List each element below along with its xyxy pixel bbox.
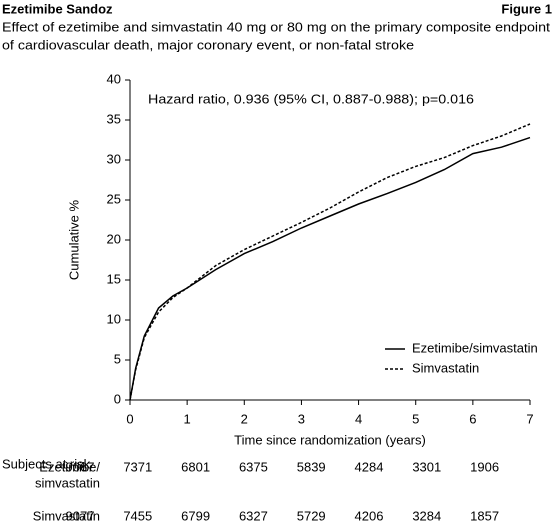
- risk-value: 9067: [66, 459, 95, 474]
- x-tick-label: 4: [355, 411, 362, 426]
- page-title: Ezetimibe Sandoz: [2, 1, 113, 16]
- x-axis-label: Time since randomization (years): [234, 432, 426, 447]
- y-tick-label: 20: [107, 231, 121, 246]
- x-tick-label: 5: [412, 411, 419, 426]
- y-tick-label: 35: [107, 111, 121, 126]
- annotation: Hazard ratio, 0.936 (95% CI, 0.887-0.988…: [148, 91, 474, 106]
- y-tick-label: 30: [107, 151, 121, 166]
- x-tick-label: 0: [126, 411, 133, 426]
- risk-table-title: Subjects at risk: [2, 456, 91, 471]
- y-tick-label: 0: [114, 391, 121, 406]
- x-tick-label: 2: [241, 411, 248, 426]
- risk-row-label: simvastatin: [35, 475, 100, 490]
- legend-label: Ezetimibe/simvastatin: [412, 340, 538, 355]
- y-tick-label: 10: [107, 311, 121, 326]
- y-tick-label: 5: [114, 351, 121, 366]
- y-axis-label: Cumulative %: [66, 199, 81, 280]
- series-line: [129, 136, 531, 401]
- legend-label: Simvastatin: [412, 360, 479, 375]
- risk-value: 4206: [355, 508, 384, 523]
- risk-value: 4284: [355, 459, 384, 474]
- risk-row-label: Ezetimibe/: [39, 459, 100, 474]
- risk-value: 3284: [412, 508, 441, 523]
- risk-value: 9077: [66, 508, 95, 523]
- risk-value: 7455: [123, 508, 152, 523]
- figure-label: Figure 1: [501, 1, 552, 16]
- subtitle: Effect of ezetimibe and simvastatin 40 m…: [2, 19, 550, 34]
- risk-value: 1857: [470, 508, 499, 523]
- risk-value: 1906: [470, 459, 499, 474]
- x-tick-label: 3: [298, 411, 305, 426]
- risk-value: 5839: [297, 459, 326, 474]
- y-tick-label: 15: [107, 271, 121, 286]
- subtitle: of cardiovascular death, major coronary …: [2, 37, 414, 52]
- risk-value: 6375: [239, 459, 268, 474]
- risk-row-label: Simvastatin: [33, 508, 100, 523]
- risk-value: 7371: [123, 459, 152, 474]
- risk-value: 5729: [297, 508, 326, 523]
- x-tick-label: 7: [526, 411, 533, 426]
- y-tick-label: 40: [107, 71, 121, 86]
- risk-value: 6801: [181, 459, 210, 474]
- risk-value: 6327: [239, 508, 268, 523]
- x-tick-label: 1: [184, 411, 191, 426]
- risk-value: 6799: [181, 508, 210, 523]
- risk-value: 3301: [412, 459, 441, 474]
- x-tick-label: 6: [469, 411, 476, 426]
- y-tick-label: 25: [107, 191, 121, 206]
- series-line: [129, 123, 531, 401]
